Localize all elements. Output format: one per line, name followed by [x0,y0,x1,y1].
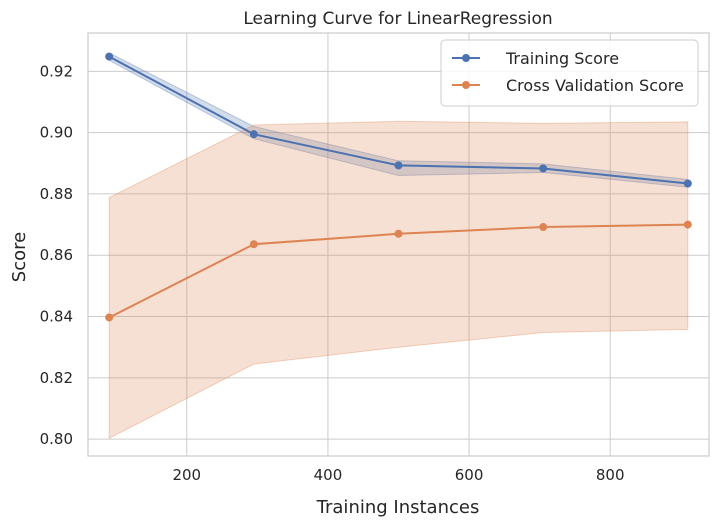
training-score-point [105,52,114,61]
plot-border [87,32,710,457]
tick-labels: 200 400 600 800 0.80 0.82 0.84 0.86 0.88 0.90 0.92 [40,62,625,484]
training-score-point [683,179,692,188]
y-tick-label: 0.88 [40,185,73,203]
series-lines [105,52,692,322]
y-tick-label: 0.92 [40,62,73,80]
legend-label-training: Training Score [505,49,619,68]
x-tick-label: 800 [596,466,625,484]
y-axis-title: Score [9,232,30,282]
x-tick-label: 200 [172,466,201,484]
legend-marker-training [462,54,470,62]
y-tick-label: 0.82 [40,369,73,387]
plot-frame [87,32,710,457]
x-tick-label: 400 [314,466,343,484]
cross-validation-score-band [108,120,689,440]
legend: Training Score Cross Validation Score [440,39,699,107]
training-score-point [394,161,403,170]
confidence-bands [108,52,689,440]
training-score-point [249,130,258,139]
training-score-point [539,164,548,173]
legend-label-cross-validation: Cross Validation Score [506,76,684,95]
cross-validation-score-point [105,313,114,322]
cross-validation-score-point [539,223,548,232]
y-tick-label: 0.90 [40,124,73,142]
cross-validation-score-point [683,220,692,229]
cross-validation-score-point [249,240,258,249]
y-tick-label: 0.80 [40,430,73,448]
legend-box [440,39,699,107]
x-axis-title: Training Instances [316,497,480,518]
y-tick-label: 0.86 [40,246,73,264]
y-tick-label: 0.84 [40,308,73,326]
chart-title: Learning Curve for LinearRegression [243,9,552,29]
x-tick-label: 600 [455,466,484,484]
legend-marker-cross-validation [462,81,470,89]
cross-validation-score-point [394,229,403,238]
